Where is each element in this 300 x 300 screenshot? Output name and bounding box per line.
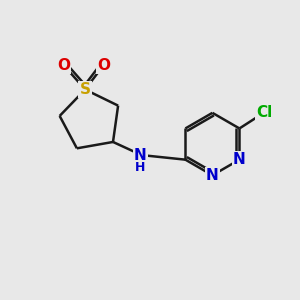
Text: N: N (233, 152, 246, 167)
Text: O: O (57, 58, 70, 73)
Text: N: N (206, 168, 219, 183)
Text: Cl: Cl (256, 105, 273, 120)
Text: H: H (135, 161, 146, 174)
Text: N: N (134, 148, 147, 163)
Text: O: O (97, 58, 110, 73)
Text: S: S (80, 82, 91, 97)
